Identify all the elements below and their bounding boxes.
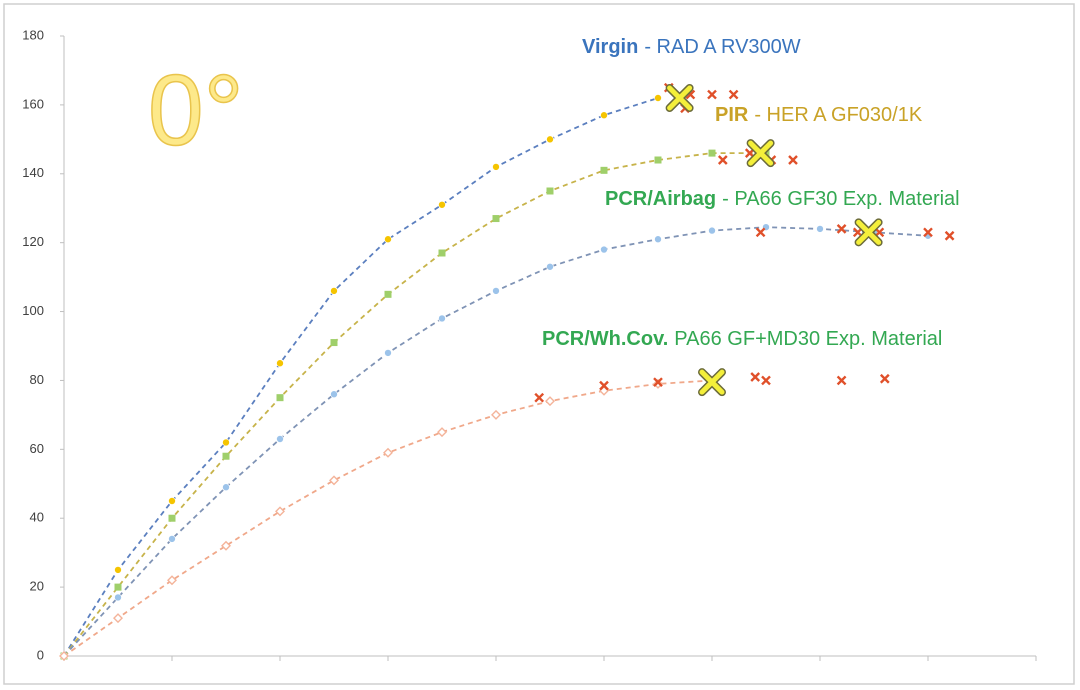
point (168, 535, 176, 543)
failure-point (750, 372, 761, 382)
point (492, 163, 500, 171)
failure-point (788, 155, 798, 165)
mean-point (698, 368, 726, 397)
point (708, 226, 716, 235)
point (330, 287, 338, 295)
failure-point (755, 227, 766, 238)
point (114, 566, 122, 574)
point (545, 396, 555, 407)
failure-point (728, 89, 739, 100)
annotation-bold: Virgin (582, 36, 638, 58)
point (275, 506, 285, 517)
y-tick-label: 0 (37, 647, 44, 662)
frame (3, 3, 1075, 685)
annotation-text: - PA66 GF30 Exp. Material (722, 188, 960, 210)
panel-label: 0° (148, 54, 244, 166)
point (114, 593, 122, 602)
point (600, 245, 608, 254)
failure-point (836, 375, 847, 386)
series-line (63, 97, 659, 657)
point (330, 390, 338, 399)
point (222, 452, 230, 460)
mean-point (854, 218, 883, 247)
annotation-bold: PIR (715, 104, 749, 126)
y-tick-label: 160 (22, 96, 44, 111)
point (546, 187, 554, 195)
annotation-bold: PCR/Wh.Cov. (542, 328, 668, 350)
annotation-text: - HER A GF030/1K (754, 104, 923, 126)
point (384, 290, 392, 298)
point (438, 249, 446, 257)
point (222, 483, 230, 492)
y-tick-label: 180 (22, 27, 44, 42)
point (276, 359, 284, 368)
mean-point (665, 84, 694, 112)
mean-fill (667, 85, 693, 111)
mean-fill (856, 219, 882, 245)
point (114, 583, 122, 591)
point (276, 435, 284, 443)
point (708, 149, 716, 157)
failure-point (717, 155, 728, 165)
failure-point (923, 227, 933, 238)
failure-point (599, 380, 609, 391)
failure-point (836, 224, 847, 234)
point (600, 111, 608, 120)
point (491, 409, 501, 420)
point (654, 235, 662, 244)
y-tick-label: 80 (30, 372, 44, 387)
mean-fill (699, 369, 725, 395)
point (329, 475, 339, 486)
annotation: PCR/Wh.Cov. PA66 GF+MD30 Exp. Material (542, 328, 942, 350)
failure-point (534, 392, 545, 403)
point (492, 287, 500, 295)
point (384, 349, 392, 357)
annotation: Virgin - RAD A RV300W (582, 36, 801, 58)
y-tick-label: 120 (22, 234, 44, 249)
annotation: PIR - HER A GF030/1K (715, 104, 923, 126)
y-tick-label: 60 (30, 441, 44, 456)
point (330, 339, 338, 347)
point (546, 262, 554, 271)
y-tick-label: 20 (30, 579, 44, 594)
y-tick-label: 100 (22, 303, 44, 318)
mean-point (746, 139, 775, 168)
annotation-text: PA66 GF+MD30 Exp. Material (674, 328, 942, 350)
point (546, 135, 554, 144)
failure-point (653, 377, 663, 388)
failure-point (879, 373, 890, 384)
failure-point (944, 230, 955, 241)
point (167, 575, 177, 586)
failure-point (707, 89, 717, 100)
point (438, 200, 446, 209)
y-tick-label: 140 (22, 165, 44, 180)
point (168, 514, 176, 522)
point (222, 438, 230, 447)
point (168, 497, 176, 505)
point (492, 215, 500, 223)
point (276, 394, 284, 402)
y-tick-label: 40 (30, 510, 44, 525)
point (600, 166, 608, 174)
point (113, 613, 123, 624)
point (437, 427, 447, 438)
point (816, 225, 824, 233)
annotation: PCR/Airbag - PA66 GF30 Exp. Material (605, 188, 960, 210)
failure-point (761, 375, 771, 386)
mean-fill (748, 140, 774, 166)
point (59, 651, 69, 661)
point (654, 156, 662, 164)
annotation-text: - RAD A RV300W (644, 36, 800, 58)
point (438, 314, 446, 323)
annotation-bold: PCR/Airbag (605, 188, 716, 210)
point (383, 447, 393, 458)
point (384, 235, 392, 244)
point (653, 378, 663, 389)
point (654, 94, 662, 102)
point (221, 540, 231, 551)
